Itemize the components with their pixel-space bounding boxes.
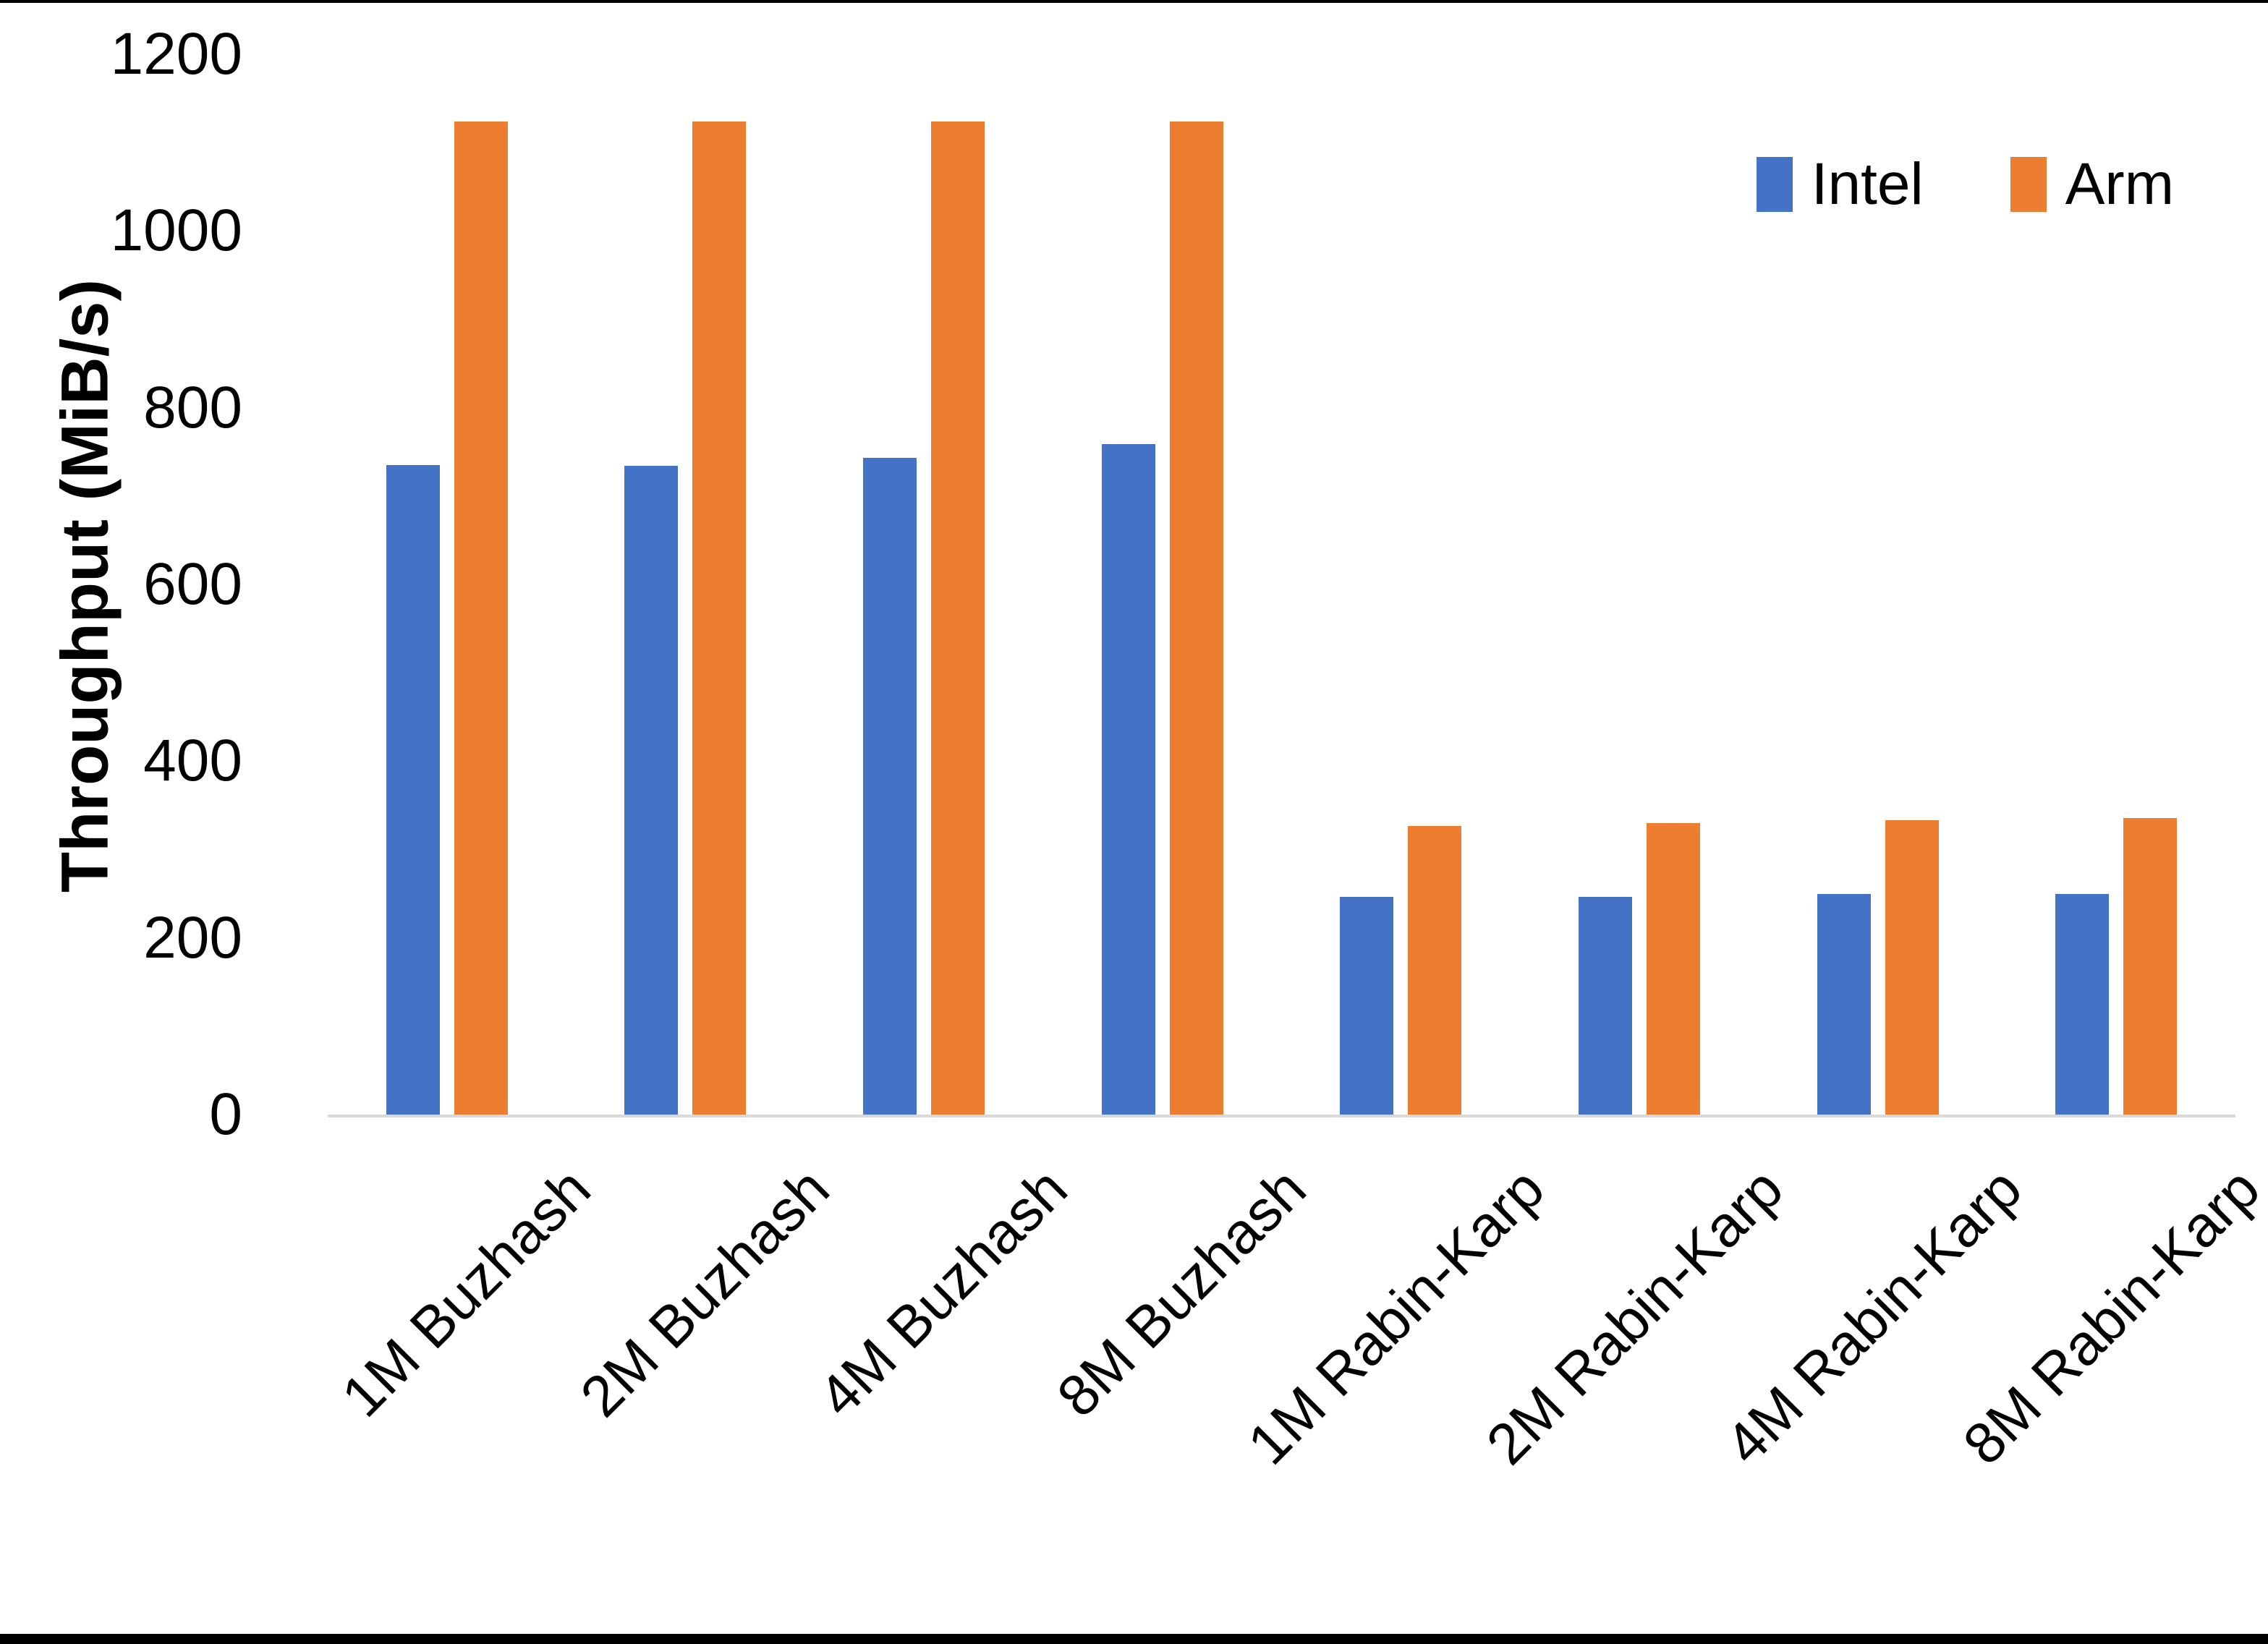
bar-arm-4m-buzhash bbox=[931, 121, 985, 1115]
y-tick-label-1200: 1200 bbox=[110, 21, 242, 87]
top-border bbox=[0, 0, 2268, 3]
x-category-label-text: 4M Buzhash bbox=[806, 1156, 1080, 1429]
y-tick-label-400: 400 bbox=[143, 728, 242, 794]
bar-arm-8m-rabin-karp bbox=[2123, 817, 2178, 1115]
bar-arm-8m-buzhash bbox=[1169, 121, 1223, 1115]
legend-label-arm: Arm bbox=[2065, 151, 2174, 217]
bar-arm-2m-buzhash bbox=[692, 121, 747, 1115]
bar-arm-1m-buzhash bbox=[454, 121, 508, 1115]
x-category-label-text: 2M Buzhash bbox=[568, 1156, 841, 1429]
x-axis-line bbox=[328, 1115, 2235, 1117]
legend: Intel Arm bbox=[1756, 148, 2174, 221]
legend-label-intel: Intel bbox=[1811, 151, 1924, 217]
bar-intel-1m-rabin-karp bbox=[1340, 897, 1394, 1115]
bar-intel-2m-rabin-karp bbox=[1578, 897, 1632, 1115]
x-category-label-text: 1M Buzhash bbox=[329, 1156, 603, 1429]
y-tick-label-200: 200 bbox=[143, 904, 242, 971]
bottom-border bbox=[0, 1634, 2268, 1644]
bar-intel-8m-rabin-karp bbox=[2055, 893, 2110, 1115]
bar-arm-2m-rabin-karp bbox=[1646, 822, 1700, 1115]
y-tick-label-800: 800 bbox=[143, 374, 242, 440]
y-tick-label-0: 0 bbox=[209, 1081, 242, 1147]
legend-item-arm: Arm bbox=[2010, 148, 2174, 221]
legend-item-intel: Intel bbox=[1756, 148, 1924, 221]
bar-intel-4m-rabin-karp bbox=[1817, 893, 1871, 1115]
legend-swatch-intel bbox=[1756, 157, 1793, 212]
bar-intel-8m-buzhash bbox=[1101, 443, 1155, 1115]
bar-intel-2m-buzhash bbox=[624, 466, 679, 1115]
bar-arm-4m-rabin-karp bbox=[1885, 820, 1939, 1115]
legend-swatch-arm bbox=[2010, 157, 2047, 212]
bar-intel-4m-buzhash bbox=[863, 458, 917, 1115]
y-tick-label-600: 600 bbox=[143, 551, 242, 617]
bar-arm-1m-rabin-karp bbox=[1408, 825, 1462, 1115]
bar-intel-1m-buzhash bbox=[386, 465, 440, 1115]
y-tick-label-1000: 1000 bbox=[110, 197, 242, 264]
